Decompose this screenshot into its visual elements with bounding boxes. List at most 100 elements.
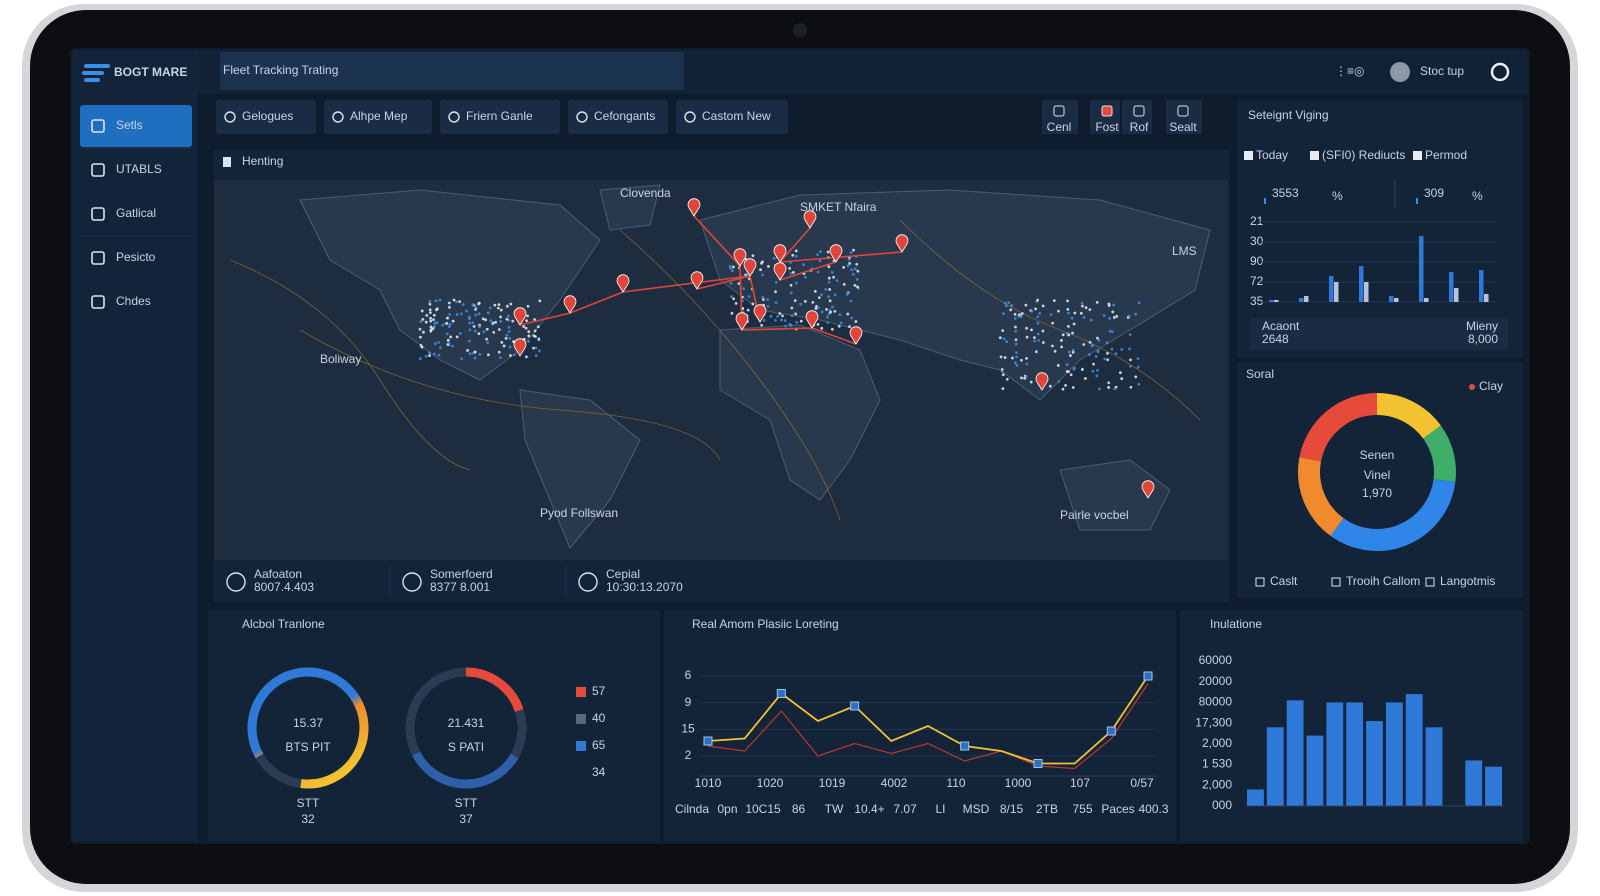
nav-item: Gatlical — [116, 206, 156, 220]
map-dot — [474, 313, 478, 317]
sidebar — [72, 50, 198, 842]
bar — [1484, 294, 1489, 302]
map-dot — [818, 259, 822, 263]
map-dot — [1115, 314, 1119, 318]
map-dot — [477, 332, 481, 336]
gauge-value: 15.37 — [293, 716, 323, 730]
x-category-label: LI — [935, 802, 945, 816]
map-dot — [751, 302, 755, 306]
map-dot — [729, 266, 732, 270]
map-dot — [1000, 370, 1004, 374]
map-dot — [1066, 307, 1070, 311]
map-dot — [1134, 312, 1138, 316]
map-dot — [848, 262, 852, 265]
map-dot — [820, 326, 824, 330]
map-dot — [826, 315, 829, 319]
kpi-value: 3553 — [1272, 186, 1299, 200]
x-tick-label: 1020 — [757, 776, 784, 790]
map-dot — [460, 357, 464, 361]
toolbar-label: Castom New — [702, 109, 771, 123]
power-icon[interactable] — [1490, 62, 1510, 82]
legend-swatch — [1310, 151, 1319, 160]
map-dot — [1038, 311, 1042, 315]
map-dot — [1072, 367, 1076, 371]
gauge-total: 32 — [301, 812, 315, 826]
map-dot — [1129, 358, 1132, 362]
toolbar-icon — [224, 111, 236, 123]
map-dot — [447, 301, 451, 305]
map-dot — [1114, 352, 1118, 355]
nav-active[interactable] — [80, 105, 192, 147]
map-dot — [747, 295, 751, 298]
map-dot — [848, 325, 851, 329]
toolbar-button[interactable] — [568, 100, 668, 134]
map-dot — [422, 330, 425, 334]
map-dot — [1011, 356, 1014, 360]
y-tick-label: 80000 — [1199, 695, 1233, 709]
map-dot — [820, 293, 823, 297]
map-dot — [1120, 377, 1124, 381]
map-dot — [1128, 333, 1132, 336]
map-dot — [468, 339, 471, 343]
map-dot — [828, 299, 832, 303]
legend-value: 57 — [592, 684, 606, 698]
toolbar-button[interactable] — [676, 100, 788, 134]
map-dot — [522, 325, 526, 328]
x-tick-label: 0/57 — [1130, 776, 1154, 790]
map-dot — [842, 265, 846, 269]
map-dot — [852, 272, 855, 276]
map-dot — [458, 300, 462, 304]
map-dot — [1001, 329, 1005, 332]
map-dot — [1056, 364, 1060, 367]
map-dot — [505, 304, 509, 308]
map-dot — [732, 265, 735, 269]
map-dot — [496, 306, 500, 310]
point-marker — [1033, 759, 1043, 768]
map-dot — [499, 308, 503, 312]
map-dot — [1069, 354, 1072, 357]
kpi-unit: % — [1332, 189, 1343, 203]
map-dot — [856, 285, 859, 289]
toolbar-button[interactable] — [324, 100, 432, 134]
map-dot — [1001, 373, 1005, 377]
map-dot — [1036, 298, 1040, 302]
map-dot — [1079, 311, 1083, 315]
map-dot — [1091, 369, 1095, 373]
map-dot — [1015, 355, 1018, 359]
bar — [1449, 272, 1454, 302]
map-dot — [1013, 312, 1017, 316]
map-dot — [473, 329, 477, 333]
map-dot — [791, 253, 795, 257]
map-dot — [468, 321, 472, 325]
donut-segment — [1330, 478, 1456, 551]
toolbar-button[interactable] — [216, 100, 316, 134]
map-dot — [1051, 321, 1055, 325]
map-dot — [1096, 368, 1099, 372]
map-dot — [1014, 329, 1018, 333]
map-dot — [730, 311, 734, 315]
map-dot — [1061, 333, 1065, 337]
map-pin — [743, 258, 757, 277]
gauge-value: 21.431 — [448, 716, 485, 730]
map-dot — [1107, 381, 1111, 385]
map-dot — [1136, 357, 1140, 361]
y-tick-label: 17,300 — [1195, 715, 1232, 729]
x-category-label: 8/15 — [1000, 802, 1024, 816]
map-dot — [473, 356, 477, 360]
stat-label: Somerfoerd — [430, 567, 493, 581]
stat-icon — [402, 572, 422, 592]
map-dot — [1014, 325, 1017, 329]
map-dot — [507, 314, 510, 318]
map-dot — [435, 307, 439, 311]
gauge-arc — [405, 667, 527, 789]
toolbar-button[interactable] — [440, 100, 560, 134]
legend-swatch — [576, 714, 586, 724]
stat-label: Aafoaton — [254, 567, 302, 581]
map-dot — [1015, 363, 1019, 367]
panel-title: Soral — [1246, 367, 1274, 381]
map-dot — [742, 287, 746, 291]
map-dot — [494, 320, 498, 324]
map-dot — [1067, 350, 1071, 354]
nav-icon — [91, 119, 105, 133]
map-dot — [1041, 304, 1045, 308]
